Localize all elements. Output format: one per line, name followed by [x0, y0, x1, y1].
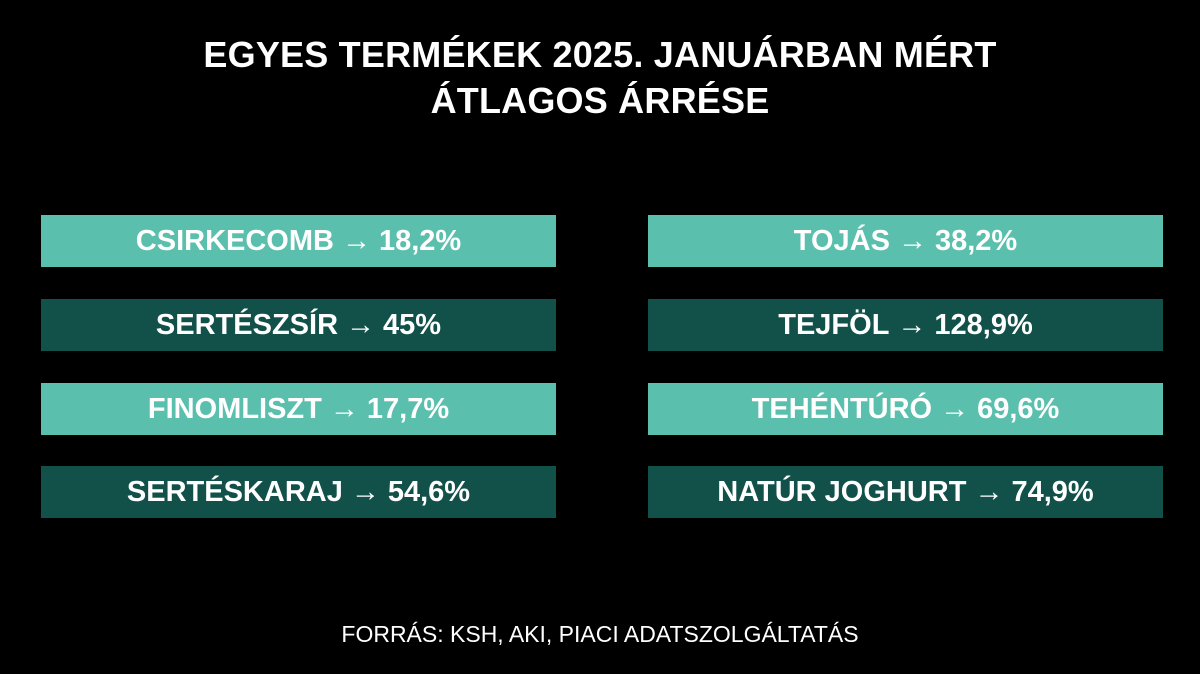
margin-item-tehenturo: TEHÉNTÚRÓ → 69,6%: [648, 383, 1163, 435]
margin-value: 38,2%: [934, 224, 1018, 257]
margin-item-serteskaraj: SERTÉSKARAJ → 54,6%: [41, 466, 556, 518]
margin-value: 17,7%: [366, 392, 450, 425]
product-name: CSIRKECOMB: [135, 224, 334, 257]
product-name: TEJFÖL: [778, 308, 890, 341]
title-line-2: ÁTLAGOS ÁRRÉSE: [430, 80, 770, 121]
arrow-icon: →: [350, 475, 380, 508]
margin-item-tejfol: TEJFÖL → 128,9%: [648, 299, 1163, 351]
product-name: SERTÉSZSÍR: [155, 308, 339, 341]
margin-item-natur-joghurt: NATÚR JOGHURT → 74,9%: [648, 466, 1163, 518]
arrow-icon: →: [940, 392, 970, 425]
margin-value: 18,2%: [378, 224, 462, 257]
arrow-icon: →: [897, 308, 927, 341]
product-name: TEHÉNTÚRÓ: [751, 392, 933, 425]
margin-value: 128,9%: [934, 308, 1033, 341]
arrow-icon: →: [974, 475, 1004, 508]
source-note: FORRÁS: KSH, AKI, PIACI ADATSZOLGÁLTATÁS: [341, 621, 859, 647]
margin-item-csirkecomb: CSIRKECOMB → 18,2%: [41, 215, 556, 267]
arrow-icon: →: [346, 308, 376, 341]
page-title: EGYES TERMÉKEK 2025. JANUÁRBAN MÉRT ÁTLA…: [0, 32, 1200, 124]
arrow-icon: →: [341, 224, 371, 257]
margin-value: 54,6%: [387, 475, 471, 508]
margin-item-sertesszsir: SERTÉSZSÍR → 45%: [41, 299, 556, 351]
product-name: FINOMLISZT: [147, 392, 322, 425]
title-line-1: EGYES TERMÉKEK 2025. JANUÁRBAN MÉRT: [203, 34, 997, 75]
product-name: TOJÁS: [793, 224, 890, 257]
margin-value: 74,9%: [1011, 475, 1094, 508]
product-name: SERTÉSKARAJ: [126, 475, 343, 508]
arrow-icon: →: [329, 392, 359, 425]
margin-value: 45%: [383, 308, 442, 341]
product-name: NATÚR JOGHURT: [717, 475, 967, 508]
arrow-icon: →: [897, 224, 927, 257]
margin-item-tojas: TOJÁS → 38,2%: [648, 215, 1163, 267]
margin-value: 69,6%: [977, 392, 1060, 425]
margin-item-finomliszt: FINOMLISZT → 17,7%: [41, 383, 556, 435]
